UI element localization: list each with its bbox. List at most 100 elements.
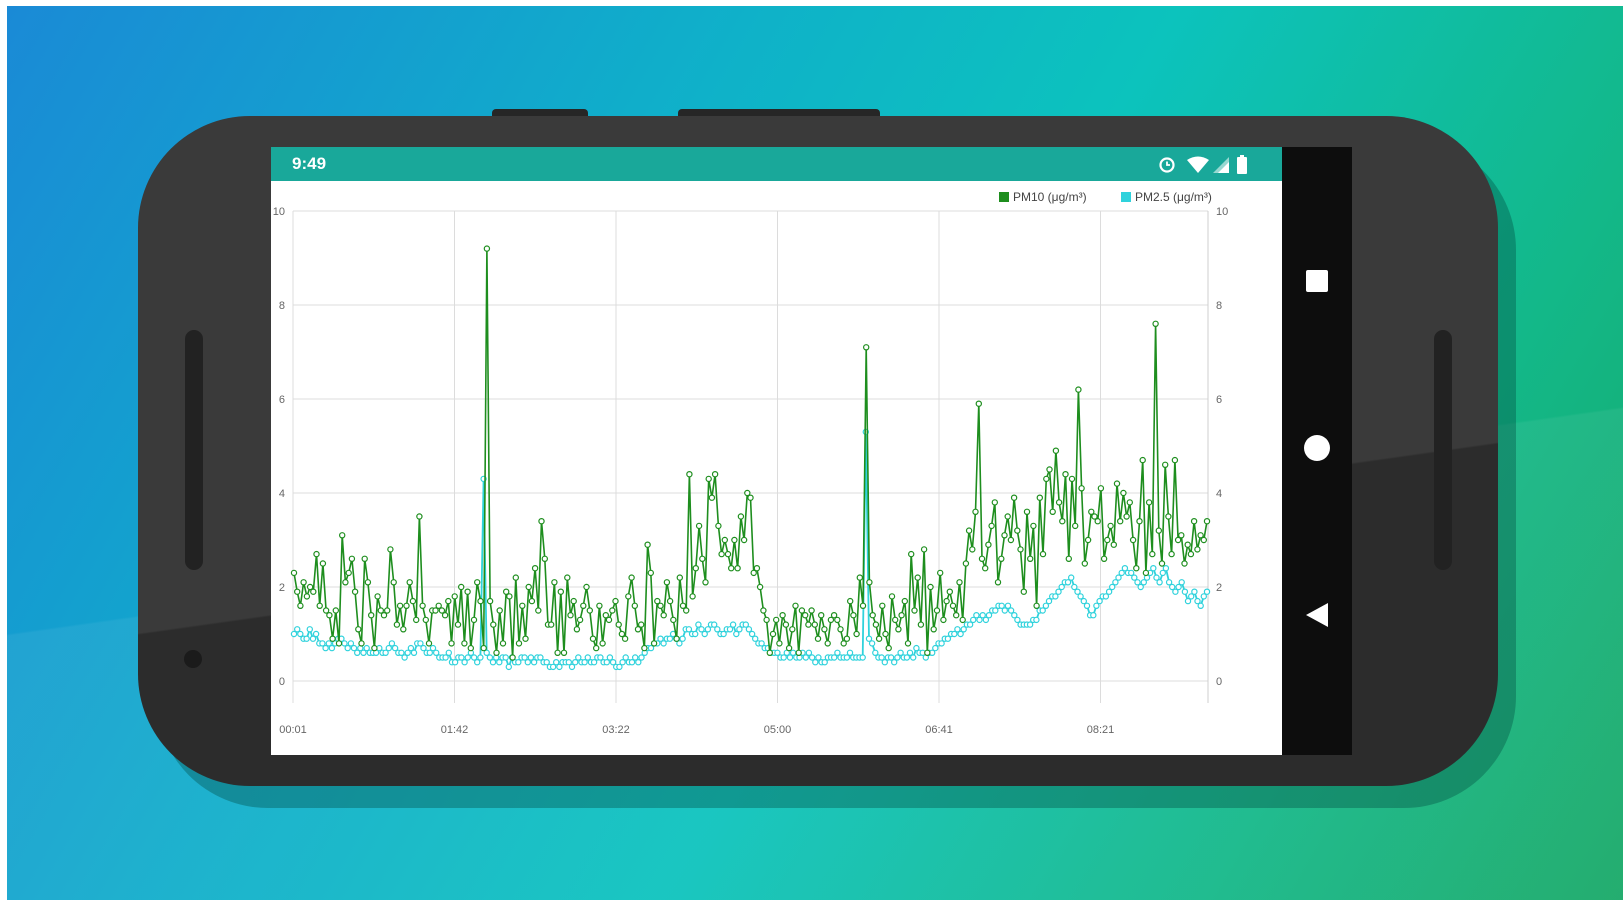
data-point-pm10 — [1001, 532, 1008, 539]
data-point-pm10 — [589, 635, 597, 642]
data-point-pm10 — [1055, 499, 1063, 506]
data-point-pm10 — [679, 602, 687, 609]
data-point-pm10 — [338, 532, 346, 539]
data-point-pm10 — [1149, 550, 1156, 558]
data-point-pm25 — [603, 659, 610, 666]
data-point-pm10 — [1168, 550, 1175, 558]
data-point-pm25 — [1080, 597, 1088, 605]
data-point-pm25 — [572, 659, 579, 666]
legend-label-pm10[interactable]: PM10 (μg/m³) — [1013, 190, 1087, 204]
data-point-pm25 — [590, 659, 598, 666]
data-point-pm10 — [1033, 602, 1040, 609]
data-point-pm10 — [490, 621, 497, 628]
data-point-pm10 — [355, 626, 362, 633]
data-point-pm10 — [467, 644, 474, 652]
data-point-pm10 — [390, 579, 397, 586]
data-point-pm25 — [350, 644, 358, 652]
data-point-pm10 — [313, 550, 320, 558]
data-point-pm25 — [872, 649, 879, 656]
data-point-pm10 — [882, 630, 889, 638]
data-point-pm25 — [1159, 569, 1167, 577]
data-point-pm25 — [294, 626, 301, 633]
data-point-pm10 — [483, 245, 491, 252]
data-point-pm10 — [843, 635, 851, 642]
data-point-pm25 — [998, 602, 1005, 609]
data-point-pm10 — [644, 541, 651, 548]
data-point-pm10 — [856, 574, 864, 581]
data-point-pm25 — [404, 649, 411, 656]
data-point-pm25 — [1121, 565, 1129, 572]
data-point-pm10 — [464, 588, 471, 595]
data-point-pm10 — [454, 621, 462, 628]
data-point-pm10 — [1084, 536, 1092, 544]
data-point-pm10 — [892, 616, 899, 624]
data-point-pm10 — [776, 640, 783, 647]
data-point-pm10 — [1194, 546, 1201, 553]
data-point-pm25 — [780, 654, 787, 661]
data-point-pm25 — [543, 659, 550, 666]
data-point-pm10 — [1052, 447, 1060, 454]
y-tick-label: 10 — [1216, 206, 1228, 218]
data-point-pm25 — [1096, 597, 1103, 605]
data-point-pm25 — [382, 649, 389, 656]
data-point-pm25 — [1181, 588, 1189, 595]
data-point-pm25 — [353, 649, 361, 656]
data-point-pm25 — [660, 640, 667, 647]
data-point-pm10 — [409, 597, 417, 605]
data-point-pm10 — [367, 612, 375, 619]
data-point-pm25 — [742, 621, 749, 628]
data-point-pm10 — [744, 489, 751, 497]
data-point-pm25 — [821, 659, 828, 666]
data-point-pm10 — [416, 513, 423, 520]
data-point-pm25 — [1055, 588, 1062, 595]
y-tick-label: 6 — [279, 394, 285, 406]
data-point-pm10 — [924, 649, 931, 656]
data-point-pm10 — [805, 621, 812, 628]
data-point-pm10 — [798, 607, 806, 614]
x-axis: 00:01 01:42 03:22 05:00 06:41 08:21 — [279, 724, 1114, 736]
data-point-pm25 — [1071, 583, 1078, 591]
home-button[interactable] — [1282, 420, 1352, 480]
data-point-pm10 — [580, 602, 587, 609]
data-point-pm25 — [938, 640, 945, 647]
data-point-pm25 — [486, 654, 494, 661]
data-point-pm25 — [322, 644, 329, 652]
data-point-pm10 — [628, 574, 635, 581]
data-point-pm25 — [619, 659, 626, 666]
data-point-pm10 — [473, 579, 481, 586]
data-point-pm10 — [756, 583, 764, 591]
data-point-pm10 — [863, 344, 870, 351]
data-point-pm10 — [911, 607, 918, 614]
data-point-pm10 — [699, 555, 706, 562]
data-point-pm10 — [531, 565, 539, 572]
data-point-pm10 — [621, 635, 629, 642]
data-point-pm10 — [1023, 508, 1031, 515]
data-point-pm10 — [326, 612, 333, 619]
data-point-pm10 — [676, 574, 683, 581]
data-point-pm25 — [676, 640, 683, 647]
data-point-pm10 — [670, 616, 677, 624]
data-point-pm10 — [1178, 532, 1185, 539]
data-point-pm25 — [951, 630, 958, 638]
data-point-pm10 — [496, 607, 503, 614]
data-point-pm10 — [419, 602, 426, 609]
data-point-pm10 — [557, 588, 564, 595]
recents-button[interactable] — [1282, 252, 1352, 312]
data-point-pm10 — [763, 616, 770, 624]
data-point-pm10 — [734, 565, 741, 572]
data-point-pm10 — [657, 602, 664, 609]
back-button[interactable] — [1282, 585, 1352, 645]
data-point-pm10 — [1174, 536, 1182, 544]
data-point-pm10 — [1120, 489, 1127, 497]
y-axis-left: 0 2 4 6 8 10 — [273, 206, 285, 688]
legend-label-pm25[interactable]: PM2.5 (μg/m³) — [1135, 190, 1212, 204]
data-point-pm25 — [868, 640, 876, 647]
data-point-pm10 — [1100, 555, 1108, 562]
data-point-pm25 — [720, 630, 727, 638]
y-tick-label: 0 — [1216, 676, 1222, 688]
cellular-signal-icon — [1213, 157, 1229, 173]
data-point-pm10 — [879, 602, 886, 609]
data-point-pm10 — [1113, 480, 1121, 487]
data-point-pm25 — [805, 649, 813, 656]
data-point-pm10 — [888, 593, 896, 600]
